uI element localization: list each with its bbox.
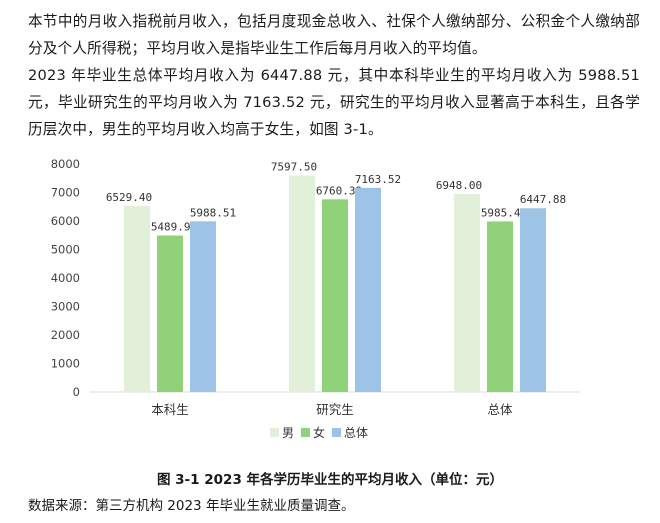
legend-label: 女 bbox=[313, 425, 325, 440]
y-tick-label: 0 bbox=[73, 385, 80, 399]
bar-value-label: 5489.92 bbox=[151, 221, 197, 234]
y-tick-label: 5000 bbox=[51, 243, 80, 257]
income-bar-chart: 0 1000 2000 3000 4000 5000 6000 7000 8000 6529.4… bbox=[51, 157, 580, 440]
y-tick-label: 4000 bbox=[51, 271, 80, 285]
bar-2-2 bbox=[322, 199, 348, 392]
bar-value-label: 6760.39 bbox=[316, 184, 362, 197]
y-tick-label: 1000 bbox=[51, 357, 80, 371]
y-tick-label: 8000 bbox=[51, 157, 80, 171]
legend-swatch bbox=[332, 428, 341, 437]
bar-value-label: 6948.00 bbox=[436, 179, 482, 192]
bar-1-2 bbox=[157, 235, 183, 392]
bar-value-label: 6529.40 bbox=[106, 191, 152, 204]
bar-1-3 bbox=[190, 221, 216, 392]
bar-2-1 bbox=[289, 175, 315, 392]
category-label: 总体 bbox=[487, 402, 513, 417]
y-tick-label: 2000 bbox=[51, 328, 80, 342]
bar-value-label: 7597.50 bbox=[271, 160, 317, 173]
data-source-note: 数据来源：第三方机构 2023 年毕业生就业质量调查。 bbox=[28, 498, 355, 514]
figure-caption: 图 3-1 2023 年各学历毕业生的平均月收入（单位：元） bbox=[156, 472, 504, 488]
bar-value-label: 6447.88 bbox=[520, 193, 566, 206]
bar-value-label: 5988.51 bbox=[190, 206, 236, 219]
bar-3-3 bbox=[520, 208, 546, 392]
intro-paragraph: 本节中的月收入指税前月收入，包括月度现金总收入、社保个人缴纳部分、公积金个人缴纳… bbox=[28, 13, 640, 57]
bar-3-2 bbox=[487, 221, 513, 392]
bar-value-label: 5985.49 bbox=[481, 206, 527, 219]
category-label: 研究生 bbox=[316, 402, 354, 417]
y-tick-label: 6000 bbox=[51, 214, 80, 228]
legend-label: 男 bbox=[282, 426, 294, 440]
bar-value-label: 7163.52 bbox=[355, 173, 401, 186]
bar-2-3 bbox=[355, 187, 381, 392]
legend-label: 总体 bbox=[344, 426, 368, 440]
y-tick-label: 3000 bbox=[51, 300, 80, 314]
y-tick-label: 7000 bbox=[51, 186, 80, 200]
summary-paragraph: 2023 年毕业生总体平均月收入为 6447.88 元，其中本科毕业生的平均月收… bbox=[28, 67, 640, 138]
legend-swatch bbox=[270, 428, 279, 437]
legend-swatch bbox=[301, 428, 310, 437]
bar-3-1 bbox=[454, 193, 480, 392]
category-label: 本科生 bbox=[151, 402, 189, 417]
bar-1-1 bbox=[124, 205, 150, 392]
